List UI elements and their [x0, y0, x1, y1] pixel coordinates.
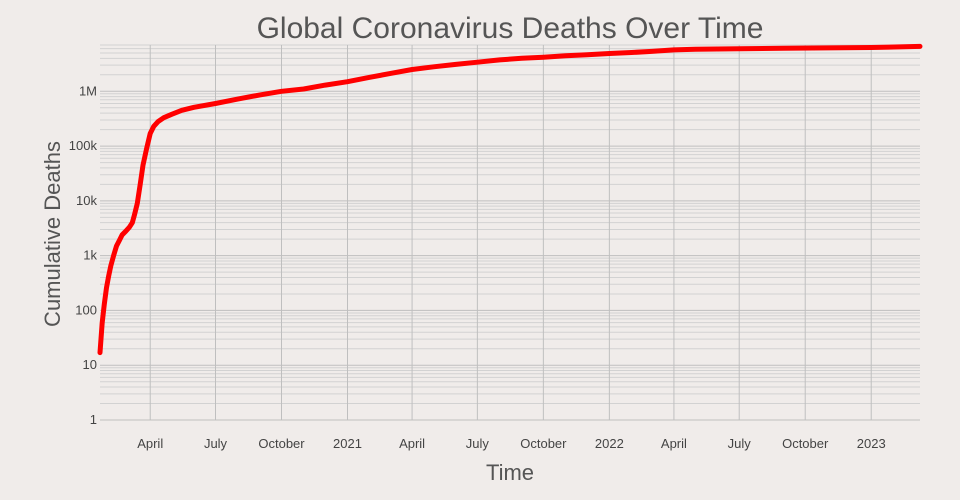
x-tick-label: October — [520, 436, 567, 451]
grid — [100, 44, 920, 421]
tick-labels: 1 10 100 1k 10k 100k 1M April July October 2021 Apr… — [69, 83, 886, 451]
x-tick-label: July — [204, 436, 228, 451]
x-tick-label: October — [258, 436, 305, 451]
y-tick-label: 1M — [79, 83, 97, 98]
y-tick-label: 100k — [69, 138, 98, 153]
x-tick-label: April — [137, 436, 163, 451]
x-tick-label: July — [728, 436, 752, 451]
y-tick-label: 10 — [83, 357, 97, 372]
x-tick-label: October — [782, 436, 829, 451]
y-tick-label: 10k — [76, 193, 97, 208]
x-tick-label: 2021 — [333, 436, 362, 451]
x-tick-label: July — [466, 436, 490, 451]
series-line — [97, 43, 923, 356]
x-tick-label: 2023 — [857, 436, 886, 451]
chart-title: Global Coronavirus Deaths Over Time — [257, 12, 764, 45]
x-tick-label: 2022 — [595, 436, 624, 451]
y-tick-label: 1k — [83, 248, 97, 263]
y-tick-label: 100 — [75, 302, 97, 317]
y-tick-label: 1 — [90, 412, 97, 427]
y-axis-title: Cumulative Deaths — [40, 141, 65, 327]
series-layer — [97, 43, 923, 356]
x-axis-title: Time — [486, 460, 534, 485]
x-tick-label: April — [661, 436, 687, 451]
x-tick-label: April — [399, 436, 425, 451]
